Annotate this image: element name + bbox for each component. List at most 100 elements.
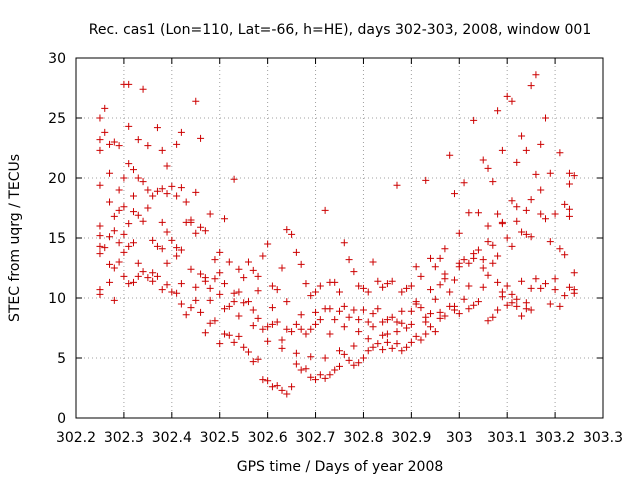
data-point (565, 283, 573, 291)
data-point (254, 355, 262, 363)
data-point (450, 276, 458, 284)
data-point (336, 288, 343, 296)
data-point (383, 338, 391, 346)
data-point (436, 254, 444, 262)
data-point (264, 240, 272, 248)
y-tick-label: 10 (48, 291, 66, 307)
data-point (441, 312, 449, 320)
data-point (455, 310, 463, 318)
x-tick-label: 302.5 (200, 430, 240, 446)
data-point (173, 289, 181, 297)
data-point (561, 200, 569, 208)
data-point (96, 290, 104, 298)
data-point (551, 275, 559, 283)
data-point (110, 212, 118, 220)
data-point (436, 281, 444, 289)
data-point (225, 331, 233, 339)
data-point (522, 230, 530, 238)
data-point (331, 366, 339, 374)
y-axis-label: STEC from uqrg / TECUs (7, 154, 23, 322)
data-point (417, 304, 425, 312)
x-axis-label: GPS time / Days of year 2008 (237, 459, 444, 475)
data-point (254, 314, 262, 322)
data-point (383, 330, 391, 338)
data-point (379, 283, 387, 291)
data-point (120, 203, 128, 211)
data-point (96, 250, 104, 258)
data-point (197, 223, 205, 231)
data-point (153, 124, 161, 132)
data-point (144, 186, 152, 194)
y-tick-label: 0 (57, 411, 66, 427)
data-point (115, 186, 123, 194)
data-point (551, 286, 559, 294)
data-point (312, 308, 320, 316)
axis-ticks (75, 57, 604, 419)
data-point (134, 136, 142, 144)
data-point (197, 270, 205, 278)
x-tick-labels: 302.2 302.3 302.4 302.5 302.6 302.7 302.8 302.9… (56, 430, 623, 446)
data-point (115, 206, 123, 214)
data-point (206, 296, 214, 304)
x-tick-label: 302.6 (248, 430, 288, 446)
data-point (489, 313, 497, 321)
data-point (556, 302, 564, 310)
data-point (158, 146, 166, 154)
data-point (345, 313, 353, 321)
data-point (350, 342, 358, 350)
data-point (446, 288, 454, 296)
data-point (359, 354, 367, 362)
data-point (565, 180, 573, 188)
data-point (268, 383, 276, 391)
data-point (359, 306, 367, 314)
data-point (278, 264, 286, 272)
data-point (244, 258, 252, 266)
y-tick-label: 5 (57, 351, 66, 367)
data-point (546, 238, 554, 246)
data-point (455, 229, 463, 237)
data-point (177, 280, 185, 288)
data-point (537, 210, 545, 218)
data-point (393, 318, 401, 326)
data-point (110, 264, 118, 272)
data-point (235, 332, 243, 340)
data-point (129, 208, 137, 216)
data-point (221, 280, 229, 288)
data-point (561, 292, 569, 300)
data-point (431, 263, 439, 271)
data-point (498, 146, 506, 154)
data-point (565, 169, 573, 177)
data-point (125, 242, 133, 250)
data-point (177, 300, 185, 308)
data-point (139, 217, 147, 225)
data-point (177, 128, 185, 136)
data-point (110, 296, 118, 304)
data-point (364, 318, 372, 326)
data-point (364, 288, 372, 296)
data-point (158, 185, 166, 193)
data-point (259, 252, 267, 260)
data-point (211, 317, 219, 325)
data-point (201, 227, 209, 235)
data-point (565, 212, 573, 220)
data-point (455, 263, 463, 271)
data-point (297, 325, 305, 333)
data-point (288, 328, 296, 336)
data-point (407, 307, 415, 315)
data-point (355, 316, 363, 324)
data-point (197, 308, 205, 316)
data-point (206, 284, 214, 292)
data-point (268, 282, 276, 290)
data-point (302, 365, 310, 373)
data-point (230, 175, 238, 183)
data-point (120, 272, 128, 280)
data-point (149, 277, 157, 285)
data-points (96, 71, 578, 398)
data-point (484, 164, 492, 172)
data-point (278, 344, 286, 352)
data-point (134, 259, 142, 267)
data-point (163, 190, 171, 198)
data-point (106, 140, 114, 148)
data-point (283, 390, 291, 398)
data-point (479, 156, 487, 164)
